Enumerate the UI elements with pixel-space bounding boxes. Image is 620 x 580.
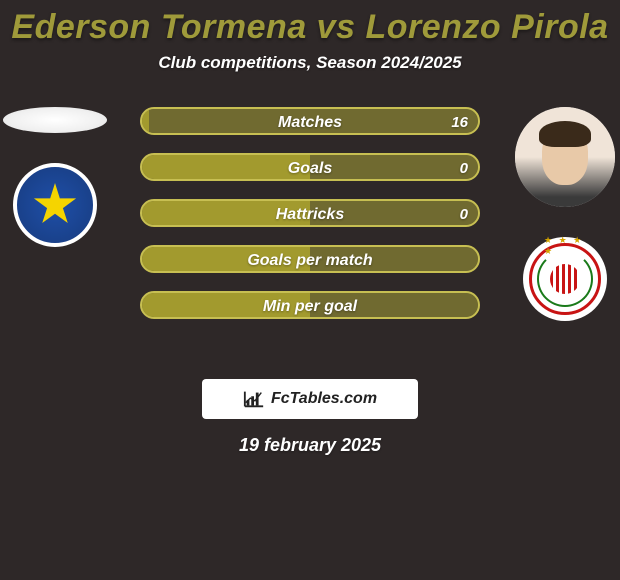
right-player-column: ★ ★ ★ ★ — [510, 107, 620, 321]
subtitle: Club competitions, Season 2024/2025 — [0, 53, 620, 73]
stat-bar: Matches16 — [140, 107, 480, 135]
left-player-photo — [3, 107, 107, 133]
right-club-logo: ★ ★ ★ ★ — [523, 237, 607, 321]
page-title: Ederson Tormena vs Lorenzo Pirola — [0, 0, 620, 47]
stat-bar: Goals per match — [140, 245, 480, 273]
star-icon — [33, 183, 77, 227]
chart-icon — [243, 389, 265, 409]
bar-label: Hattricks — [142, 201, 478, 227]
bar-value-right: 0 — [460, 155, 468, 181]
left-player-column — [0, 107, 110, 247]
watermark-text: FcTables.com — [271, 390, 377, 408]
bar-label: Goals per match — [142, 247, 478, 273]
stat-bar: Hattricks0 — [140, 199, 480, 227]
stat-bar: Min per goal — [140, 291, 480, 319]
player-face-placeholder — [515, 107, 615, 207]
date: 19 february 2025 — [0, 435, 620, 456]
comparison-infographic: Ederson Tormena vs Lorenzo Pirola Club c… — [0, 0, 620, 580]
bar-label: Matches — [142, 109, 478, 135]
left-club-logo — [13, 163, 97, 247]
bar-label: Min per goal — [142, 293, 478, 319]
bar-value-right: 0 — [460, 201, 468, 227]
bar-value-right: 16 — [451, 109, 468, 135]
bar-label: Goals — [142, 155, 478, 181]
right-player-photo — [515, 107, 615, 207]
compare-zone: ★ ★ ★ ★ Matches16Goals0Hattricks0Goals p… — [0, 107, 620, 367]
stat-bar: Goals0 — [140, 153, 480, 181]
stat-bars: Matches16Goals0Hattricks0Goals per match… — [140, 107, 480, 337]
stripes-icon — [550, 264, 580, 294]
watermark: FcTables.com — [202, 379, 418, 419]
